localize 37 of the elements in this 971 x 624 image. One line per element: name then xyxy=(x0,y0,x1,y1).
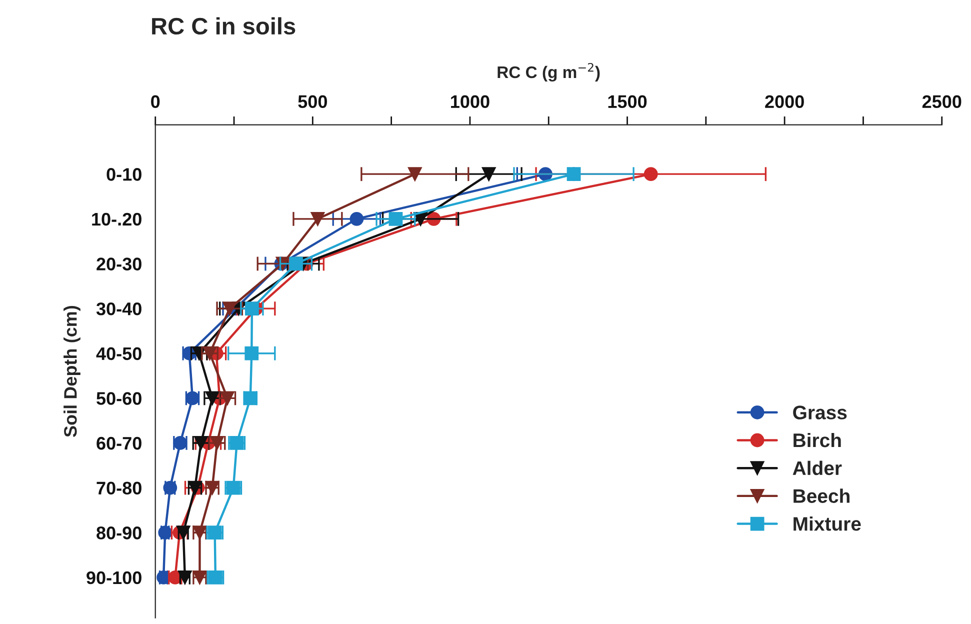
legend-label: Mixture xyxy=(794,516,861,531)
point xyxy=(208,570,222,584)
y-tick-label: 0-10 xyxy=(106,168,142,181)
y-tick-label: 70-80 xyxy=(96,482,142,495)
point xyxy=(388,212,403,226)
point xyxy=(245,302,259,316)
point xyxy=(644,167,658,182)
legend-label: Beech xyxy=(794,488,850,503)
chart-title: RC C in soils xyxy=(152,17,296,35)
y-tick-label: 60-70 xyxy=(96,436,142,450)
x-tick-label: 0 xyxy=(151,95,160,108)
x-tick-label: 500 xyxy=(298,95,327,108)
x-tick-label: 1500 xyxy=(608,95,647,108)
point xyxy=(310,212,325,226)
legend-label: Grass xyxy=(793,406,847,420)
y-tick-label: 40-50 xyxy=(96,347,142,360)
point xyxy=(222,302,237,316)
y-tick-label: 20-30 xyxy=(96,258,142,270)
point xyxy=(244,346,259,360)
x-tick-label: 2500 xyxy=(922,95,962,108)
point xyxy=(289,256,303,271)
point xyxy=(566,167,581,182)
legend-label: Birch xyxy=(794,432,841,448)
x-tick-label: 2000 xyxy=(765,95,804,108)
point xyxy=(482,167,496,182)
y-tick-label: 10-.20 xyxy=(92,212,142,226)
x-axis-title: RC C (g m$^{−2}$) xyxy=(498,62,600,82)
y-axis-title: Soil Depth (cm) xyxy=(64,306,80,437)
y-tick-label: 30-40 xyxy=(96,302,142,316)
point xyxy=(408,167,422,182)
y-tick-label: 50-60 xyxy=(96,392,142,405)
x-tick-label: 1000 xyxy=(451,95,490,108)
y-tick-label: 80-90 xyxy=(96,526,142,540)
legend-label: Alder xyxy=(792,460,842,476)
point xyxy=(158,526,172,540)
point xyxy=(350,212,364,226)
y-tick-label: 90-100 xyxy=(86,571,142,584)
